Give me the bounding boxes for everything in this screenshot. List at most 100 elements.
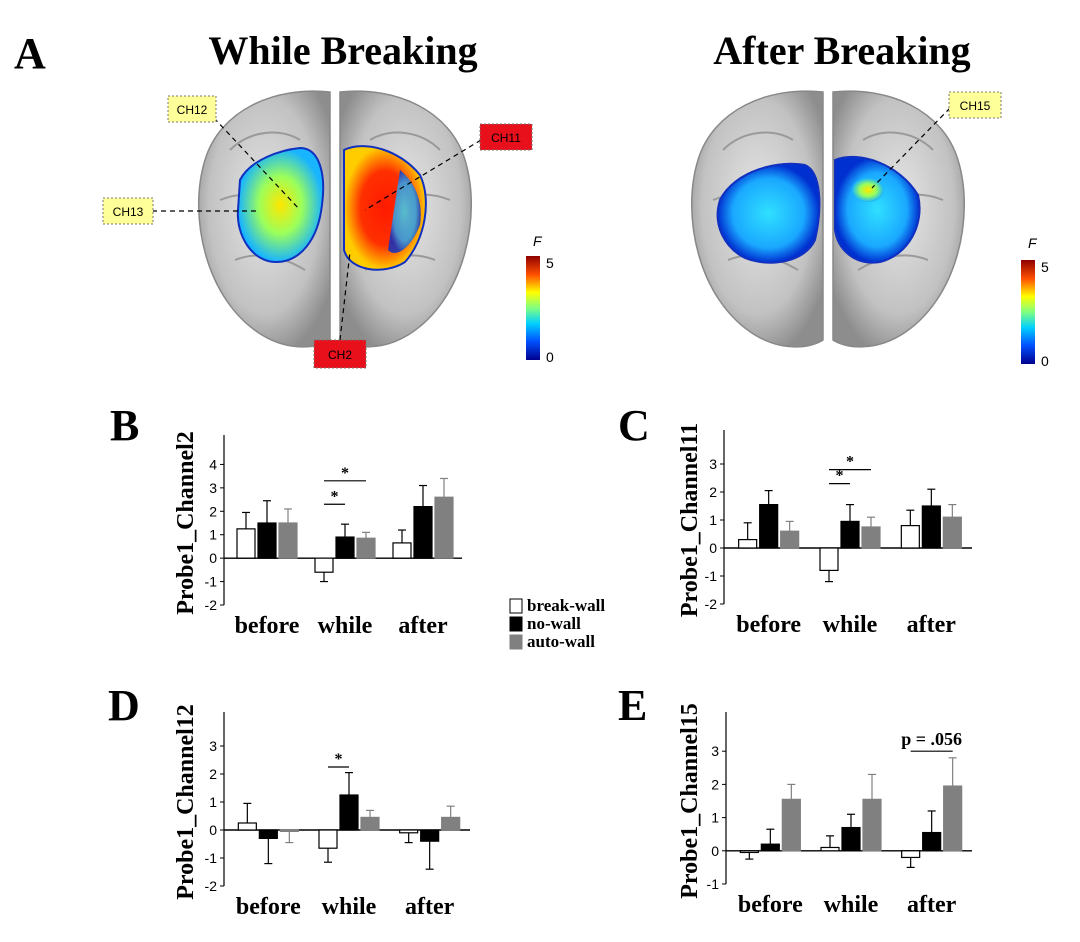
bar-break-wall — [820, 846, 840, 852]
y-tick-label: 0 — [209, 550, 217, 566]
x-tick-label: while — [318, 613, 373, 639]
legend-label-break-wall: break-wall — [527, 596, 605, 615]
channel-label-ch2: CH2 — [313, 251, 367, 369]
brain-title-while: While Breaking — [208, 28, 477, 73]
bar-auto-wall — [278, 522, 298, 559]
y-axis-label: Probe1_Channel15 — [677, 703, 703, 899]
y-tick-label: 1 — [209, 794, 217, 810]
y-tick-label: 2 — [209, 503, 217, 519]
bar-auto-wall — [862, 798, 882, 852]
bar-break-wall — [901, 850, 921, 859]
bar-auto-wall — [781, 798, 801, 852]
bar-auto-wall — [943, 785, 963, 852]
bar-auto-wall — [279, 829, 299, 832]
bar-no-wall — [257, 522, 277, 559]
bar-no-wall — [420, 829, 440, 842]
x-tick-label: while — [322, 894, 377, 920]
legend-label-no-wall: no-wall — [527, 614, 581, 633]
x-tick-label: after — [398, 613, 448, 639]
bar-break-wall — [237, 822, 257, 831]
colorbar-while-min: 0 — [546, 349, 554, 365]
x-tick-label: after — [405, 894, 455, 920]
panel-letter-d: D — [108, 681, 140, 730]
bar-break-wall — [314, 557, 334, 573]
x-tick-label: after — [907, 892, 957, 918]
significance-label: p = .056 — [901, 729, 962, 749]
brain-image-after — [691, 90, 965, 348]
bar-auto-wall — [780, 530, 800, 549]
bar-break-wall — [399, 829, 419, 834]
legend-swatch-break-wall — [509, 598, 523, 614]
bar-no-wall — [339, 794, 359, 831]
channel-label-ch12: CH12 — [167, 95, 301, 211]
x-tick-label: while — [824, 892, 879, 918]
y-tick-label: 3 — [709, 456, 717, 472]
y-tick-label: -2 — [205, 597, 218, 613]
brain-title-after: After Breaking — [713, 28, 970, 73]
y-axis-label: Probe1_Channel11 — [677, 423, 703, 617]
bar-no-wall — [840, 520, 860, 549]
activation-left — [236, 146, 325, 264]
bar-no-wall — [413, 506, 433, 559]
y-tick-label: -1 — [705, 568, 718, 584]
y-tick-label: 3 — [209, 480, 217, 496]
y-tick-label: 2 — [709, 484, 717, 500]
y-tick-label: 0 — [209, 822, 217, 838]
bar-auto-wall — [360, 816, 380, 831]
y-axis-label: Probe1_Channel2 — [173, 431, 199, 615]
y-tick-label: -1 — [205, 574, 218, 590]
colorbar-after: F 5 0 — [1021, 235, 1049, 369]
legend-label-auto-wall: auto-wall — [527, 632, 595, 651]
significance-label: * — [341, 465, 349, 482]
colorbar-while-max: 5 — [546, 255, 554, 271]
channel-label-ch15-text: CH15 — [960, 99, 991, 113]
bar-no-wall — [760, 843, 780, 852]
channel-label-ch13-text: CH13 — [113, 205, 144, 219]
x-tick-label: after — [907, 612, 957, 638]
y-tick-label: -1 — [707, 876, 720, 892]
bar-break-wall — [819, 547, 839, 571]
panel-letter-c: C — [618, 401, 650, 450]
y-tick-label: 0 — [711, 843, 719, 859]
legend-swatch-no-wall — [509, 616, 523, 632]
y-tick-label: -1 — [205, 850, 218, 866]
channel-label-ch2-text: CH2 — [328, 348, 352, 362]
bar-break-wall — [739, 850, 759, 854]
y-tick-label: 0 — [709, 540, 717, 556]
bar-no-wall — [258, 829, 278, 839]
significance-label: * — [335, 751, 343, 768]
legend: break-wall no-wall auto-wall — [509, 596, 605, 651]
bar-no-wall — [841, 826, 861, 852]
y-tick-label: 1 — [209, 527, 217, 543]
y-tick-label: 4 — [209, 456, 217, 472]
colorbar-after-label: F — [1028, 235, 1038, 251]
bar-no-wall — [921, 505, 941, 549]
significance-label: * — [836, 468, 844, 485]
bar-auto-wall — [861, 526, 881, 549]
panel-letter-e: E — [618, 681, 647, 730]
x-tick-label: before — [736, 612, 801, 638]
colorbar-after-max: 5 — [1041, 259, 1049, 275]
colorbar-after-min: 0 — [1041, 353, 1049, 369]
x-tick-label: before — [235, 613, 300, 639]
bar-break-wall — [318, 829, 338, 849]
bar-break-wall — [900, 524, 920, 549]
channel-label-ch15: CH15 — [871, 91, 1002, 189]
bar-auto-wall — [434, 496, 454, 559]
colorbar-while: F 5 0 — [526, 233, 554, 365]
bar-auto-wall — [942, 516, 962, 549]
y-tick-label: 2 — [209, 766, 217, 782]
bar-break-wall — [236, 528, 256, 559]
y-tick-label: -2 — [205, 878, 218, 894]
brain-image-while — [198, 90, 472, 348]
bar-break-wall — [738, 538, 758, 549]
y-tick-label: 1 — [711, 810, 719, 826]
y-tick-label: 2 — [711, 776, 719, 792]
channel-label-ch11-text: CH11 — [491, 131, 521, 145]
bar-no-wall — [759, 504, 779, 549]
bar-no-wall — [335, 536, 355, 559]
